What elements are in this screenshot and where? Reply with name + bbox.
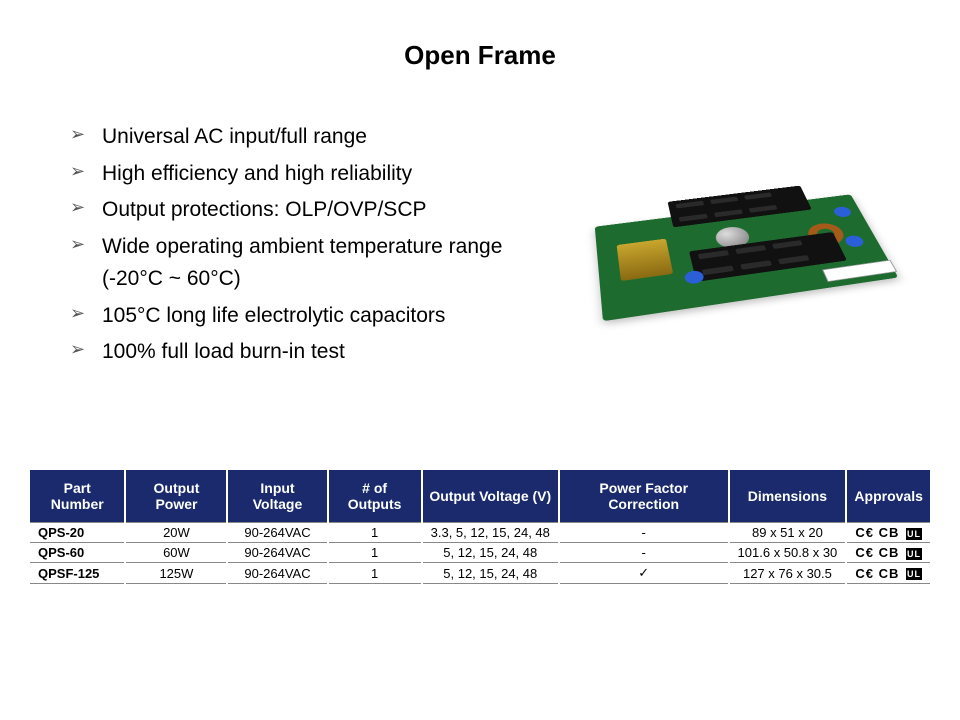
col-pfc: Power Factor Correction — [560, 470, 728, 522]
ul-mark-icon: UL — [906, 548, 922, 560]
cell-part: QPS-60 — [30, 543, 124, 563]
ce-mark-icon: C€ — [855, 525, 874, 540]
feature-item: Output protections: OLP/OVP/SCP — [70, 194, 560, 227]
col-part-number: Part Number — [30, 470, 124, 522]
cell-nout: 1 — [329, 563, 421, 584]
table-row: QPS-20 20W 90-264VAC 1 3.3, 5, 12, 15, 2… — [30, 522, 930, 543]
cell-approvals: C€ CB UL — [847, 563, 930, 584]
pcb-illustration — [595, 194, 899, 321]
cell-vin: 90-264VAC — [228, 522, 326, 543]
feature-item: High efficiency and high reliability — [70, 158, 560, 191]
page-title: Open Frame — [0, 0, 960, 101]
cell-approvals: C€ CB UL — [847, 522, 930, 543]
table-row: QPSF-125 125W 90-264VAC 1 5, 12, 15, 24,… — [30, 563, 930, 584]
feature-item: Universal AC input/full range — [70, 121, 560, 154]
cell-part: QPS-20 — [30, 522, 124, 543]
col-num-outputs: # of Outputs — [329, 470, 421, 522]
feature-item: 100% full load burn-in test — [70, 336, 560, 369]
cell-dim: 89 x 51 x 20 — [730, 522, 846, 543]
feature-item: 105°C long life electrolytic capacitors — [70, 300, 560, 333]
cb-mark-icon: CB — [879, 566, 900, 581]
cell-pfc: ✓ — [560, 563, 728, 584]
ul-mark-icon: UL — [906, 528, 922, 540]
cell-nout: 1 — [329, 543, 421, 563]
col-output-power: Output Power — [126, 470, 226, 522]
cell-nout: 1 — [329, 522, 421, 543]
cell-pfc: - — [560, 543, 728, 563]
cb-mark-icon: CB — [879, 525, 900, 540]
cell-pfc: - — [560, 522, 728, 543]
cell-vout: 5, 12, 15, 24, 48 — [423, 543, 558, 563]
cell-power: 60W — [126, 543, 226, 563]
cell-part: QPSF-125 — [30, 563, 124, 584]
ul-mark-icon: UL — [906, 568, 922, 580]
cell-dim: 127 x 76 x 30.5 — [730, 563, 846, 584]
table-body: QPS-20 20W 90-264VAC 1 3.3, 5, 12, 15, 2… — [30, 522, 930, 584]
content-row: Universal AC input/full range High effic… — [0, 101, 960, 373]
spec-table: Part Number Output Power Input Voltage #… — [28, 470, 932, 584]
cell-vout: 5, 12, 15, 24, 48 — [423, 563, 558, 584]
feature-item: Wide operating ambient temperature range… — [70, 231, 560, 296]
cell-power: 125W — [126, 563, 226, 584]
product-image — [590, 151, 890, 351]
col-approvals: Approvals — [847, 470, 930, 522]
cell-power: 20W — [126, 522, 226, 543]
feature-list: Universal AC input/full range High effic… — [70, 121, 560, 373]
col-input-voltage: Input Voltage — [228, 470, 326, 522]
table-header-row: Part Number Output Power Input Voltage #… — [30, 470, 930, 522]
col-output-voltage: Output Voltage (V) — [423, 470, 558, 522]
ce-mark-icon: C€ — [855, 545, 874, 560]
cell-approvals: C€ CB UL — [847, 543, 930, 563]
cell-vout: 3.3, 5, 12, 15, 24, 48 — [423, 522, 558, 543]
cb-mark-icon: CB — [879, 545, 900, 560]
ce-mark-icon: C€ — [855, 566, 874, 581]
cell-vin: 90-264VAC — [228, 563, 326, 584]
spec-table-container: Part Number Output Power Input Voltage #… — [28, 470, 932, 584]
cell-vin: 90-264VAC — [228, 543, 326, 563]
table-row: QPS-60 60W 90-264VAC 1 5, 12, 15, 24, 48… — [30, 543, 930, 563]
cell-dim: 101.6 x 50.8 x 30 — [730, 543, 846, 563]
col-dimensions: Dimensions — [730, 470, 846, 522]
